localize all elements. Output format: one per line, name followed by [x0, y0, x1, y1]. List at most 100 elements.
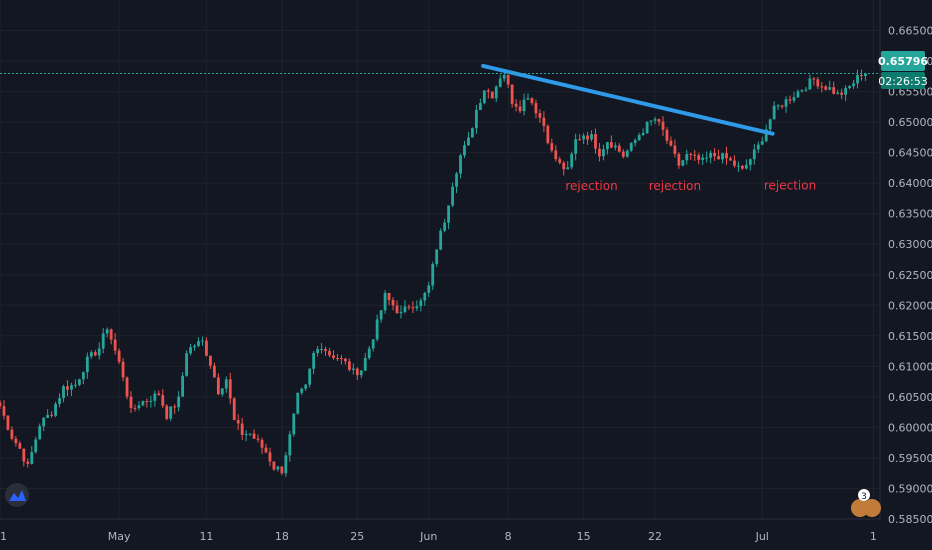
logo-icon: [9, 490, 26, 501]
candle-up: [375, 319, 379, 340]
candle-up: [276, 466, 280, 470]
candle-up: [828, 87, 832, 90]
candle-up: [641, 132, 645, 135]
candle-up: [316, 349, 319, 353]
candle-down: [268, 452, 272, 462]
trendline[interactable]: [481, 63, 775, 136]
candle-down: [546, 125, 550, 144]
price-tick-label: 0.59500: [888, 452, 932, 465]
candle-down: [594, 134, 597, 149]
tradingview-logo[interactable]: [5, 483, 29, 507]
candle-down: [260, 439, 264, 448]
price-tick-label: 0.62500: [888, 269, 932, 282]
candle-down: [391, 299, 395, 306]
time-tick-label: 25: [350, 530, 364, 543]
candle-down: [165, 405, 169, 419]
candle-up: [351, 368, 355, 370]
time-tick-label: 21: [0, 530, 7, 543]
candle-up: [359, 370, 363, 376]
candle-up: [478, 103, 482, 110]
candle-down: [609, 142, 613, 148]
candle-down: [657, 119, 661, 122]
candle-up: [220, 388, 224, 395]
candle-down: [733, 160, 736, 166]
candle-down: [538, 113, 542, 118]
candle-down: [121, 361, 125, 378]
candle-down: [518, 106, 522, 112]
logo-background: [5, 483, 29, 507]
candle-down: [578, 139, 582, 141]
candle-up: [721, 153, 724, 160]
candle-up: [494, 86, 498, 99]
candle-up: [70, 385, 73, 390]
candle-up: [308, 368, 312, 385]
candle-up: [633, 140, 637, 144]
candle-up: [74, 384, 77, 386]
candle-down: [490, 91, 494, 99]
candle-up: [463, 145, 466, 156]
candle-down: [205, 340, 208, 356]
candle-down: [697, 155, 701, 160]
candle-up: [451, 186, 454, 206]
candle-up: [42, 417, 46, 427]
candle-down: [673, 145, 677, 154]
candle-up: [284, 455, 288, 474]
candle-up: [415, 306, 419, 309]
candle-up: [737, 165, 740, 167]
time-axis[interactable]: 21 May 11 18 25 Jun 8 15 22 Jul 1: [0, 530, 877, 543]
price-tick-label: 0.65000: [888, 116, 932, 129]
candle-up: [645, 121, 649, 133]
events-icon[interactable]: 3: [851, 489, 881, 517]
candle-down: [113, 339, 117, 351]
candle-up: [606, 142, 609, 150]
price-tick-label: 0.60000: [888, 421, 932, 434]
price-axis[interactable]: 0.665000.660000.655000.650000.645000.640…: [888, 25, 932, 526]
candle-up: [685, 153, 689, 161]
candle-down: [693, 154, 697, 156]
candle-down: [236, 420, 240, 424]
candle-down: [550, 143, 554, 151]
candle-up: [756, 144, 760, 150]
candle-up: [201, 340, 204, 342]
price-tick-label: 0.64500: [888, 147, 932, 160]
price-tick-label: 0.61500: [888, 330, 932, 343]
candle-down: [66, 386, 69, 390]
candle-up: [800, 90, 804, 92]
candle-down: [816, 79, 820, 87]
candle-down: [411, 307, 415, 309]
candle-down: [395, 305, 399, 314]
candle-down: [677, 153, 681, 166]
candle-down: [26, 461, 30, 464]
plot-background: [0, 0, 880, 519]
candle-up: [792, 97, 796, 101]
candle-down: [554, 150, 558, 160]
time-tick-label: 22: [648, 530, 662, 543]
candle-up: [772, 105, 776, 120]
time-tick-label: 1: [870, 530, 877, 543]
candle-up: [705, 157, 709, 159]
time-tick-label: May: [108, 530, 131, 543]
candle-down: [506, 75, 510, 85]
candle-up: [244, 434, 248, 436]
candle-down: [832, 87, 836, 94]
candle-up: [582, 135, 585, 140]
price-tick-label: 0.63000: [888, 238, 932, 251]
candle-down: [256, 438, 260, 440]
candle-up: [808, 78, 812, 90]
candle-up: [371, 339, 375, 349]
candle-down: [740, 165, 744, 169]
candle-up: [629, 143, 633, 151]
candle-down: [514, 103, 518, 107]
candle-up: [649, 120, 653, 122]
candle-down: [387, 292, 391, 300]
candle-up: [764, 129, 768, 142]
candle-down: [824, 86, 828, 90]
candle-down: [820, 86, 824, 88]
candle-up: [419, 300, 423, 307]
candle-up: [502, 75, 506, 79]
time-tick-label: 8: [505, 530, 512, 543]
candle-up: [760, 141, 764, 145]
price-tick-label: 0.64000: [888, 177, 932, 190]
candle-up: [475, 109, 478, 129]
